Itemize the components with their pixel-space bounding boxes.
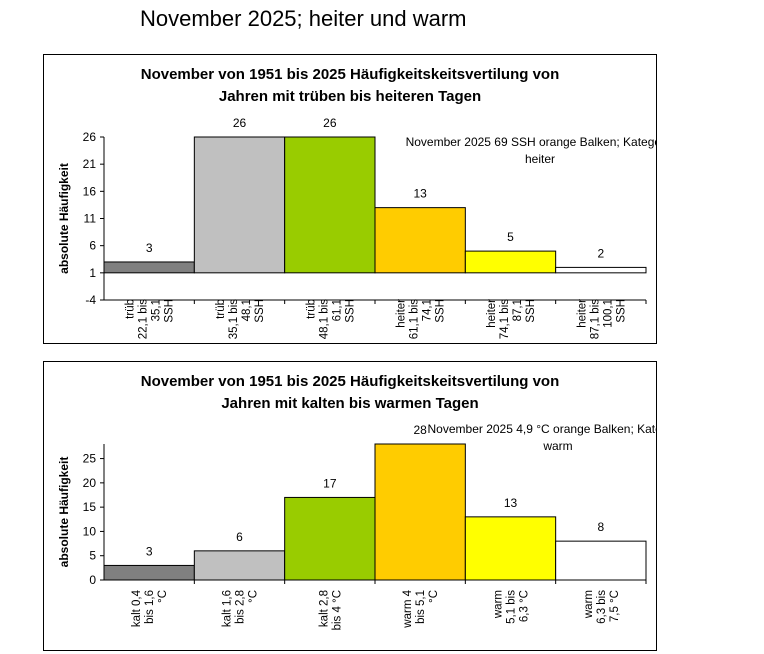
y-tick-label: 25	[83, 452, 97, 466]
category-label-line: 35,1 bis	[228, 299, 240, 340]
y-axis-label: absolute Häufigkeit	[57, 163, 71, 274]
bar-value-label: 13	[413, 187, 427, 201]
bar-value-label: 17	[323, 476, 337, 490]
bar	[464, 516, 557, 581]
category-label-line: SSH	[344, 299, 356, 323]
bar-value-label: 2	[597, 246, 604, 260]
category-label-line: heiter	[486, 299, 498, 328]
category-label-line: 87,1	[512, 299, 524, 321]
category-label-line: 100,1	[602, 299, 614, 328]
category-label-line: trüb	[305, 299, 317, 319]
category-label-line: 61,1	[331, 299, 343, 321]
bar	[555, 266, 647, 274]
y-tick-label: 0	[89, 573, 96, 587]
category-label-line: SSH	[254, 299, 266, 323]
bar	[464, 250, 557, 274]
category-label-line: 22,1 bis	[138, 299, 150, 340]
category-label-line: 7,5 °C	[609, 590, 621, 622]
sunshine-chart: November von 1951 bis 2025 Häufigkeitske…	[57, 66, 656, 340]
chart-title-line: Jahren mit trüben bis heiteren Tagen	[219, 88, 481, 105]
chart-title-line: November von 1951 bis 2025 Häufigkeitske…	[141, 66, 560, 83]
bar	[374, 207, 466, 274]
bar-value-label: 5	[507, 230, 514, 244]
category-label-line: SSH	[615, 299, 627, 323]
temperature-chart: November von 1951 bis 2025 Häufigkeitske…	[57, 373, 656, 630]
category-label-line: 87,1 bis	[589, 299, 601, 340]
category-label-line: kalt 1,6	[222, 590, 234, 627]
y-tick-label: 26	[83, 130, 97, 144]
bar-value-label: 26	[323, 116, 337, 130]
category-label-line: SSH	[525, 299, 537, 323]
category-label-line: 74,1 bis	[499, 299, 511, 340]
bar	[103, 564, 195, 581]
category-label-line: °C	[157, 590, 169, 603]
bar-value-label: 3	[146, 241, 153, 255]
category-label-line: kalt 0,4	[131, 589, 143, 627]
bar	[193, 550, 286, 581]
bar-value-label: 13	[504, 496, 518, 510]
bar-value-label: 3	[146, 544, 153, 558]
category-label-line: 35,1	[151, 299, 163, 321]
y-tick-label: 20	[83, 476, 97, 490]
bar-value-label: 6	[236, 530, 243, 544]
category-label-line: trüb	[125, 299, 137, 319]
category-label-line: 48,1 bis	[318, 299, 330, 340]
annotation-line: November 2025 4,9 °C orange Balken; Kate…	[428, 422, 656, 436]
temperature-chart-frame: November von 1951 bis 2025 Häufigkeitske…	[43, 361, 657, 651]
y-axis-label: absolute Häufigkeit	[57, 457, 71, 568]
category-label-line: kalt 2,8	[318, 590, 330, 627]
bar	[284, 496, 376, 581]
bar-value-label: 28	[413, 423, 427, 437]
bar	[374, 443, 466, 581]
category-label-line: 74,1	[422, 299, 434, 321]
y-tick-label: 16	[83, 184, 97, 198]
category-label-line: heiter	[576, 299, 588, 328]
category-label-line: trüb	[215, 299, 227, 319]
chart-title-line: November von 1951 bis 2025 Häufigkeitske…	[141, 373, 560, 390]
category-label-line: warm	[493, 590, 505, 619]
y-tick-label: 21	[83, 157, 97, 171]
category-label-line: heiter	[396, 299, 408, 328]
category-label-line: 48,1	[241, 299, 253, 321]
category-label-line: warm	[583, 590, 595, 619]
annotation-line: heiter	[525, 152, 555, 166]
category-label-line: bis 2,8	[235, 590, 247, 624]
bar	[193, 136, 286, 274]
page-title: November 2025; heiter und warm	[140, 6, 467, 31]
category-label-line: °C	[428, 590, 440, 603]
y-tick-label: 11	[84, 212, 97, 226]
category-label-line: warm 4	[402, 589, 414, 628]
y-tick-label: 6	[89, 239, 96, 253]
y-tick-label: -4	[85, 293, 96, 307]
category-label-line: bis 5,1	[415, 590, 427, 624]
chart-title-line: Jahren mit kalten bis warmen Tagen	[221, 395, 478, 412]
category-label-line: SSH	[435, 299, 447, 323]
sunshine-chart-frame: November von 1951 bis 2025 Häufigkeitske…	[43, 54, 657, 344]
bar	[103, 261, 195, 274]
y-tick-label: 10	[83, 524, 97, 538]
bar	[284, 136, 376, 274]
annotation-line: November 2025 69 SSH orange Balken; Kate…	[406, 135, 656, 149]
y-tick-label: 1	[89, 266, 96, 280]
category-label-line: SSH	[164, 299, 176, 323]
category-label-line: 61,1 bis	[409, 299, 421, 340]
category-label-line: °C	[248, 590, 260, 603]
bar-value-label: 8	[597, 520, 604, 534]
bar-value-label: 26	[233, 116, 247, 130]
category-label-line: bis 4 °C	[331, 590, 343, 630]
y-tick-label: 5	[89, 549, 96, 563]
category-label-line: 6,3 °C	[519, 590, 531, 622]
annotation-line: warm	[542, 439, 572, 453]
category-label-line: 5,1 bis	[506, 590, 518, 624]
category-label-line: bis 1,6	[144, 590, 156, 624]
y-tick-label: 15	[83, 500, 97, 514]
bar	[555, 540, 647, 581]
category-label-line: 6,3 bis	[596, 590, 608, 624]
